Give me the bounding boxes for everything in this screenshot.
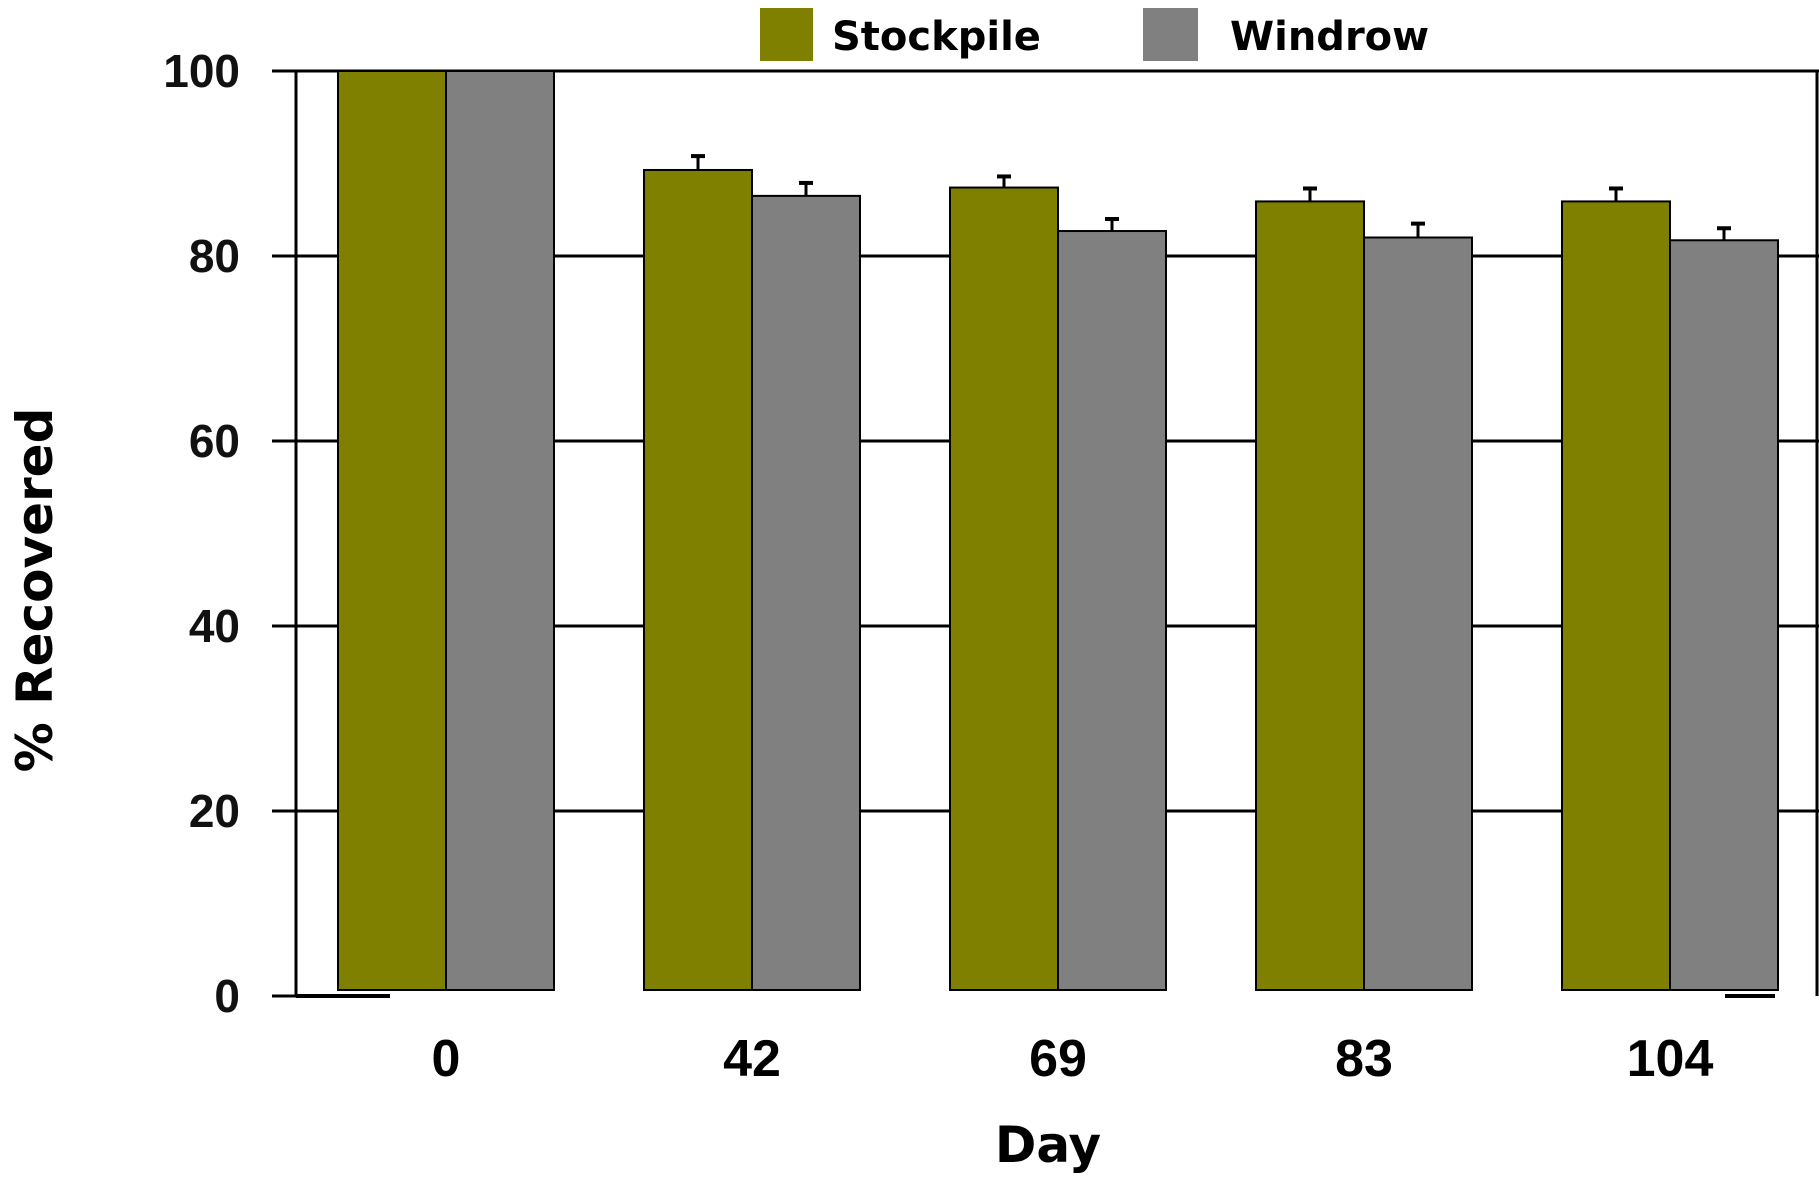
legend-label-windrow: Windrow: [1230, 14, 1429, 60]
legend-label-stockpile: Stockpile: [832, 14, 1041, 60]
legend: Stockpile Windrow: [760, 8, 1429, 61]
axes: [272, 69, 1819, 998]
bar-stockpile-day-69: [949, 186, 1059, 992]
x-tick-label: 104: [1627, 1030, 1714, 1088]
bar-stockpile-day-0: [337, 70, 447, 991]
y-tick-labels: 0 20 40 60 80 100: [163, 45, 240, 1022]
bar-windrow-day-42: [751, 194, 861, 991]
y-tick-label: 40: [189, 600, 240, 652]
y-tick-label: 60: [189, 415, 240, 467]
x-tick-label: 42: [723, 1030, 781, 1088]
y-tick-label: 20: [189, 785, 240, 837]
y-axis-title: % Recovered: [6, 408, 64, 773]
x-tick-label: 0: [432, 1030, 461, 1088]
legend-swatch-stockpile: [760, 8, 813, 61]
bar-stockpile-day-104: [1561, 200, 1671, 992]
x-tick-label: 69: [1029, 1030, 1087, 1088]
legend-swatch-windrow: [1143, 8, 1198, 61]
bar-windrow-day-83: [1363, 236, 1473, 991]
bar-windrow-day-0: [445, 70, 555, 991]
bar-windrow-day-69: [1057, 230, 1167, 991]
bar-stockpile-day-42: [643, 168, 753, 992]
y-tick-label: 80: [189, 230, 240, 282]
x-axis-title: Day: [995, 1116, 1101, 1174]
bar-stockpile-day-83: [1255, 200, 1365, 992]
x-tick-labels: 0 42 69 83 104: [432, 1030, 1714, 1088]
bars: [337, 70, 1779, 992]
y-tick-label: 100: [163, 45, 240, 97]
x-tick-label: 83: [1335, 1030, 1393, 1088]
y-tick-label: 0: [214, 970, 240, 1022]
bar-windrow-day-104: [1669, 239, 1779, 991]
